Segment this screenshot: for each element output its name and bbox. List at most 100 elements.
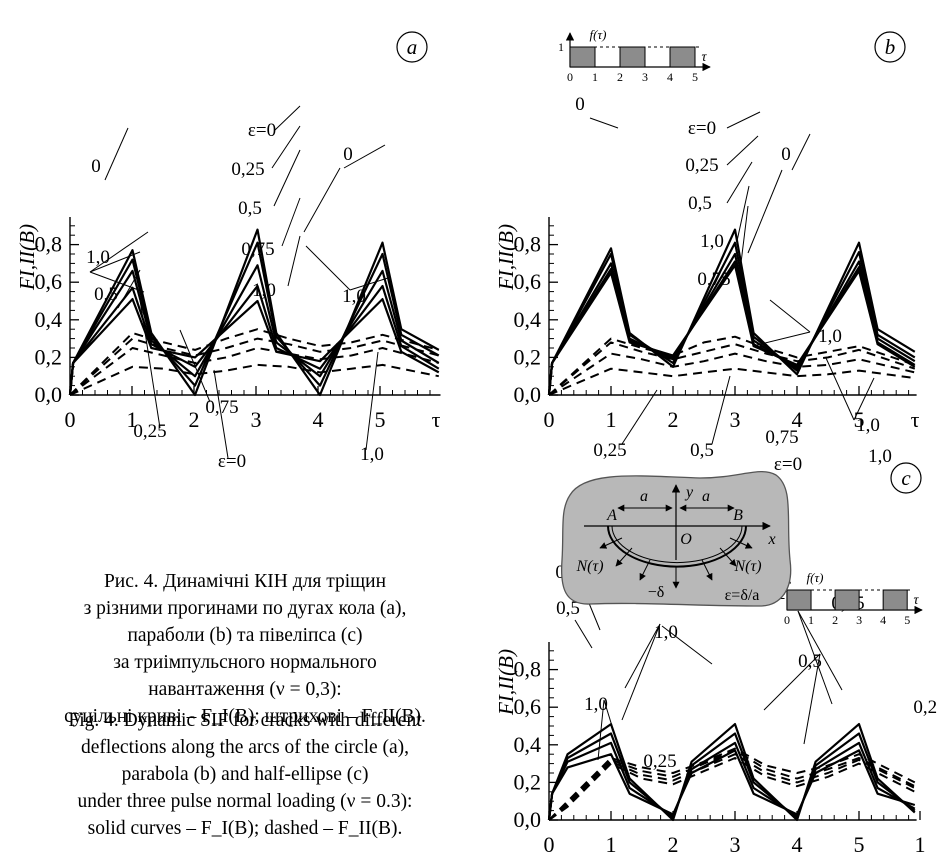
annotation-leader	[574, 619, 593, 649]
annotation-leader	[117, 269, 141, 309]
dashed-series-line	[548, 757, 916, 821]
y-axis-label: FI,II(B)	[15, 224, 39, 291]
schematic-label: N(τ)	[733, 558, 761, 575]
curve-annotation: 0,25	[913, 697, 937, 718]
x-tick-label: 1	[915, 832, 926, 857]
caption-uk-line: навантаження (ν = 0,3):	[148, 679, 342, 700]
annotation-leader	[597, 699, 605, 761]
solid-series-line	[547, 228, 916, 396]
load-arrow	[639, 559, 651, 581]
curve-annotation: 1,0	[700, 231, 724, 252]
annotation-leader	[752, 331, 811, 347]
y-tick-label: 0,2	[514, 344, 542, 369]
y-tick-label: 0,4	[514, 307, 542, 332]
curve-annotation: 0,25	[133, 421, 166, 442]
panel-tag-circle	[874, 31, 906, 63]
curve-annotation: 1,0	[868, 446, 892, 467]
crack-schematic: y Aa a Bx O N(τ) N(τ) −δ ε=δ/a	[560, 471, 792, 607]
curve-annotation: 0,5	[688, 193, 712, 214]
solid-series-line	[547, 260, 916, 396]
caption-uk-line: суцільні криві – F_I(B); штрихові – F_II…	[64, 706, 426, 727]
annotation-leader	[621, 623, 661, 721]
inset-x-tick-label: 4	[880, 613, 886, 627]
y-tick-label: 0,0	[35, 382, 63, 407]
y-tick-label: 0,8	[514, 232, 542, 257]
y-tick-label: 0,2	[514, 769, 542, 794]
solid-series-line	[68, 298, 440, 396]
solid-series-line	[68, 284, 440, 396]
x-tick-label: 1	[606, 407, 617, 432]
inset-x-tick-label: 2	[832, 613, 838, 627]
annotation-leader	[661, 625, 713, 665]
solid-series-line	[547, 741, 916, 821]
annotation-leader	[825, 357, 855, 421]
dashed-series-line	[69, 363, 439, 396]
curve-annotation: 1,0	[342, 286, 366, 307]
x-tick-label: 5	[854, 832, 865, 857]
pulse-rect	[669, 46, 696, 68]
pulse-rect	[569, 46, 596, 68]
annotation-leader	[305, 245, 351, 291]
curve-annotation: 1,0	[86, 247, 110, 268]
annotation-leader	[726, 135, 759, 166]
caption-uk-line: з різними прогинами по дугах кола (a),	[83, 598, 407, 619]
y-tick-label: 0,2	[35, 344, 63, 369]
curve-annotation: 0,25	[685, 155, 718, 176]
y-tick-label: 0,4	[514, 732, 542, 757]
dashed-series-line	[69, 328, 440, 396]
x-tick-label: 3	[730, 832, 741, 857]
inset-x-tick-label: 2	[617, 70, 623, 84]
panel-tag-circle	[890, 462, 922, 494]
y-tick-label: 0,0	[514, 382, 542, 407]
y-tick-label: 0,6	[514, 694, 542, 719]
annotation-leader	[271, 125, 301, 169]
y-tick-label: 0,4	[35, 307, 63, 332]
annotation-leader	[303, 167, 341, 233]
annotation-leader	[89, 251, 141, 273]
schematic-label: A	[606, 507, 617, 524]
annotation-leader	[287, 235, 301, 287]
pulse-rect	[786, 589, 812, 611]
dashed-series-line	[548, 747, 916, 821]
caption-en-line: deflections along the arcs of the circle…	[80, 737, 410, 758]
schematic-label: y	[684, 484, 694, 501]
curve-annotation: 0,25	[231, 159, 264, 180]
schematic-label: N(τ)	[575, 558, 603, 575]
x-tick-label: 3	[251, 407, 262, 432]
inset-x-tick-label: 3	[642, 70, 648, 84]
inset-x-tick-label: 0	[567, 70, 573, 84]
curve-annotation: 0	[343, 144, 353, 165]
x-tick-label: 4	[313, 407, 324, 432]
annotation-leader	[89, 271, 145, 293]
schematic-label: a	[702, 488, 710, 505]
solid-series-line	[68, 264, 440, 396]
curve-annotation: ε=0	[218, 451, 246, 472]
y-tick-label: 0,0	[514, 807, 542, 832]
caption-english: Fig. 4. Dynamic SIF for cracks with diff…	[0, 707, 490, 842]
inset-x-tick-label: 3	[856, 613, 862, 627]
solid-series-line	[547, 241, 916, 396]
curve-annotation: 1,0	[584, 694, 608, 715]
caption-en-line: solid curves – F_I(B); dashed – F_II(B).	[87, 818, 403, 839]
annotation-leader	[603, 699, 613, 727]
chart-panel-b: 0,00,20,40,60,80 1 2 3 4 5 τFI,II(B)b0ε=00,250…	[494, 31, 920, 475]
curve-annotation: 0,75	[765, 427, 798, 448]
annotation-leader	[343, 144, 386, 169]
dashed-series-line	[548, 352, 916, 396]
load-arrow	[599, 537, 623, 549]
annotation-leader	[747, 169, 783, 254]
annotation-leader	[179, 329, 211, 403]
annotation-leader	[274, 105, 301, 131]
load-arrow	[729, 537, 753, 549]
panel-tag: b	[885, 35, 896, 59]
x-tick-label: 0	[65, 407, 76, 432]
crack-arc	[607, 525, 747, 568]
solid-series-line	[547, 252, 916, 396]
solid-series-line	[547, 264, 916, 396]
pulse-rect	[619, 46, 646, 68]
x-tick-label: 0	[544, 407, 555, 432]
y-tick-label: 0,8	[514, 657, 542, 682]
crack-arc-inner	[611, 525, 743, 564]
panel-tag: a	[407, 35, 418, 59]
